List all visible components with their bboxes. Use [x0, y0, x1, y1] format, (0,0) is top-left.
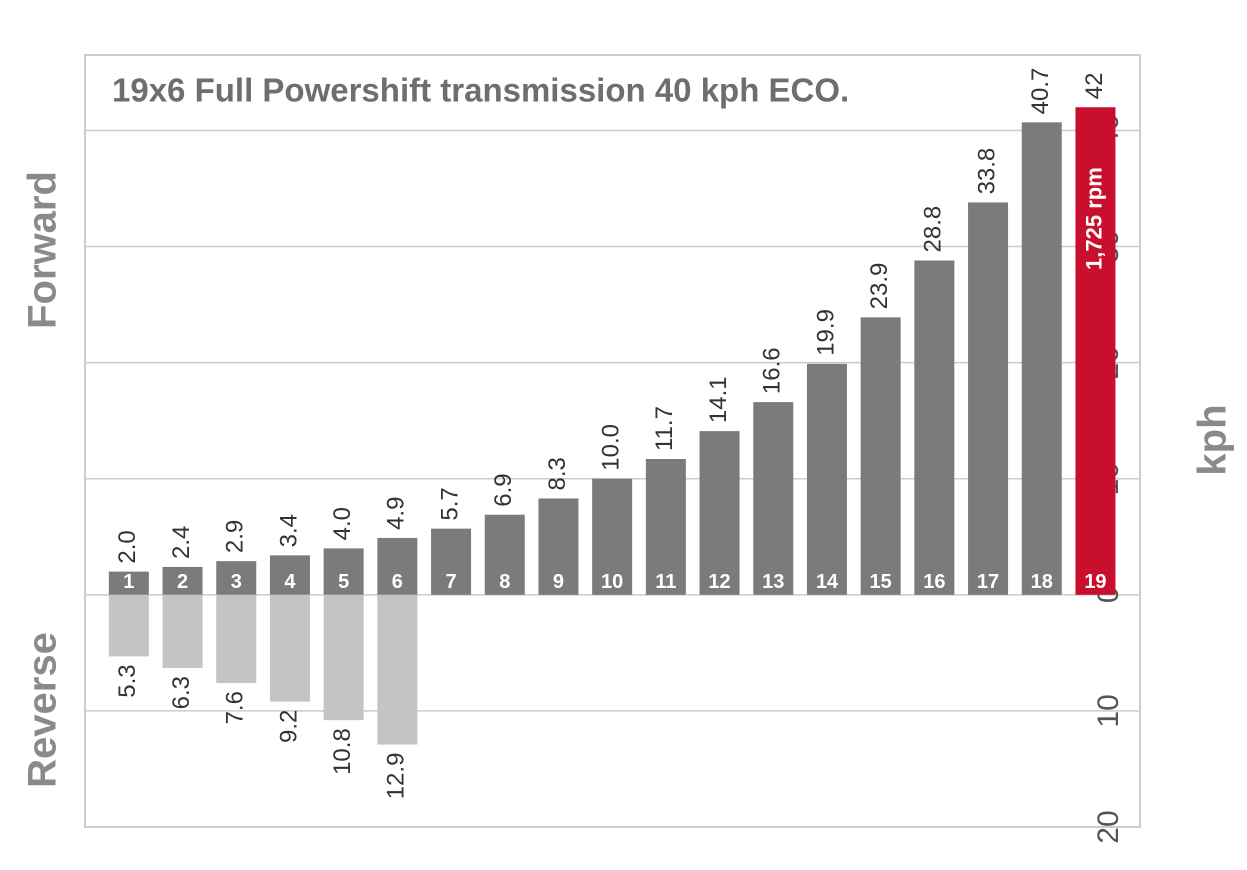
- value-label: 5.7: [436, 487, 463, 520]
- bar: [269, 594, 310, 702]
- bar: [216, 594, 257, 684]
- bar: [914, 260, 955, 595]
- gear-label: 10: [601, 571, 623, 593]
- gear-label: 4: [284, 571, 296, 593]
- bar: [377, 594, 418, 745]
- bar: [323, 594, 364, 721]
- value-label: 4.0: [329, 507, 356, 540]
- gear-label: 11: [655, 571, 676, 593]
- value-label: 23.9: [866, 263, 893, 310]
- chart-title: 19x6 Full Powershift transmission 40 kph…: [112, 72, 849, 109]
- gear-label: 14: [816, 571, 839, 593]
- gear-label: 7: [445, 571, 456, 593]
- gear-label: 5: [338, 571, 349, 593]
- gear-label: 8: [499, 571, 510, 593]
- gear-label: 13: [762, 571, 784, 593]
- gear-label: 6: [392, 571, 403, 593]
- gear-label: 17: [977, 571, 999, 593]
- gear-label: 15: [870, 571, 892, 593]
- value-label: 2.4: [168, 526, 195, 559]
- bar: [860, 317, 901, 595]
- value-label: 42: [1081, 73, 1108, 100]
- bar: [323, 548, 364, 595]
- bar: [968, 202, 1009, 595]
- value-label: 4.9: [383, 497, 410, 530]
- gear-label: 16: [923, 571, 945, 593]
- value-label: 33.8: [973, 148, 1000, 195]
- bar: [538, 498, 579, 595]
- y-tick-label: 10: [1092, 694, 1125, 727]
- bar: [1075, 107, 1116, 595]
- bar: [431, 528, 472, 595]
- bar: [484, 514, 525, 595]
- value-label: 5.3: [114, 664, 141, 697]
- bar: [269, 555, 310, 595]
- value-label: 11.7: [651, 406, 678, 451]
- bar: [753, 402, 794, 595]
- bar: [806, 363, 847, 595]
- gear-label: 18: [1031, 571, 1053, 593]
- bar: [162, 594, 203, 668]
- value-label: 40.7: [1027, 68, 1054, 115]
- value-label: 6.3: [168, 676, 195, 709]
- gear-label: 19: [1084, 571, 1106, 593]
- value-label: 9.2: [275, 710, 302, 743]
- value-label: 16.6: [759, 347, 786, 394]
- y-tick-label: 20: [1092, 810, 1125, 843]
- bar: [645, 458, 686, 595]
- y-axis-label: kph: [1191, 404, 1235, 475]
- gear-label: 3: [231, 571, 242, 593]
- bar: [699, 431, 740, 595]
- gear-label: 12: [708, 571, 730, 593]
- value-label: 3.4: [275, 514, 302, 547]
- value-label: 2.9: [222, 520, 249, 553]
- value-label: 8.3: [544, 457, 571, 490]
- bar: [592, 478, 633, 595]
- value-label: 2.0: [114, 530, 141, 563]
- value-label: 7.6: [222, 691, 249, 724]
- value-label: 19.9: [812, 309, 839, 356]
- bar: [1021, 122, 1062, 595]
- value-label: 14.1: [705, 376, 732, 423]
- gear-label: 1: [123, 571, 134, 593]
- bar: [377, 537, 418, 595]
- value-label: 28.8: [920, 206, 947, 253]
- bar: [108, 594, 149, 657]
- reverse-label: Reverse: [21, 632, 65, 788]
- value-label: 10.0: [597, 424, 624, 471]
- value-label: 6.9: [490, 473, 517, 506]
- annotation: 1,725 rpm: [1081, 167, 1106, 270]
- bar: [162, 566, 203, 595]
- value-label: 12.9: [383, 753, 410, 800]
- bar: [216, 561, 257, 595]
- gear-label: 2: [177, 571, 188, 593]
- value-label: 10.8: [329, 728, 356, 775]
- bar: [108, 571, 149, 595]
- gear-label: 9: [553, 571, 564, 593]
- forward-label: Forward: [21, 171, 65, 329]
